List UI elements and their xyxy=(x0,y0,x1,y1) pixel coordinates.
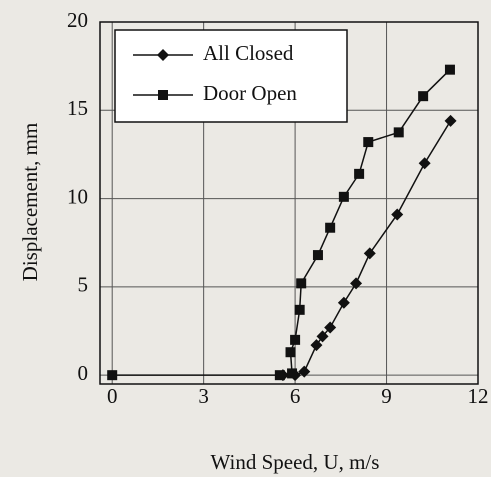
data-point xyxy=(316,330,329,343)
data-point xyxy=(444,114,457,127)
x-tick-label: 0 xyxy=(107,384,118,408)
x-axis-label: Wind Speed, U, m/s xyxy=(211,450,380,474)
legend-label: All Closed xyxy=(203,41,294,65)
data-point xyxy=(290,334,301,345)
legend-marker xyxy=(158,90,168,100)
x-tick-label: 6 xyxy=(290,384,301,408)
data-point xyxy=(274,370,285,381)
legend-box xyxy=(114,29,348,123)
y-tick-label: 20 xyxy=(67,8,88,32)
x-tick-label: 12 xyxy=(468,384,489,408)
data-point xyxy=(354,168,365,179)
data-point xyxy=(107,370,118,381)
data-point xyxy=(338,191,349,202)
y-tick-label: 0 xyxy=(78,361,89,385)
data-point xyxy=(337,296,350,309)
y-tick-label: 10 xyxy=(67,184,88,208)
data-point xyxy=(312,250,323,261)
data-point xyxy=(324,321,337,334)
y-axis-label: Displacement, mm xyxy=(18,123,42,282)
data-point xyxy=(444,64,455,75)
y-tick-label: 5 xyxy=(78,273,89,297)
data-point xyxy=(391,208,404,221)
x-tick-label: 3 xyxy=(198,384,209,408)
data-point xyxy=(363,247,376,260)
data-point xyxy=(287,368,298,379)
y-tick-label: 15 xyxy=(67,96,88,120)
data-point xyxy=(296,278,307,289)
x-tick-label: 9 xyxy=(381,384,392,408)
legend-marker xyxy=(157,49,169,61)
data-point xyxy=(418,157,431,170)
data-point xyxy=(285,347,296,358)
plot-frame xyxy=(99,21,479,385)
data-point xyxy=(393,127,404,138)
data-point xyxy=(350,277,363,290)
data-point xyxy=(363,137,374,148)
data-point xyxy=(418,91,429,102)
data-point xyxy=(294,304,305,315)
data-point xyxy=(310,339,323,352)
data-point xyxy=(298,365,311,378)
data-point xyxy=(325,222,336,233)
legend-label: Door Open xyxy=(203,81,297,105)
